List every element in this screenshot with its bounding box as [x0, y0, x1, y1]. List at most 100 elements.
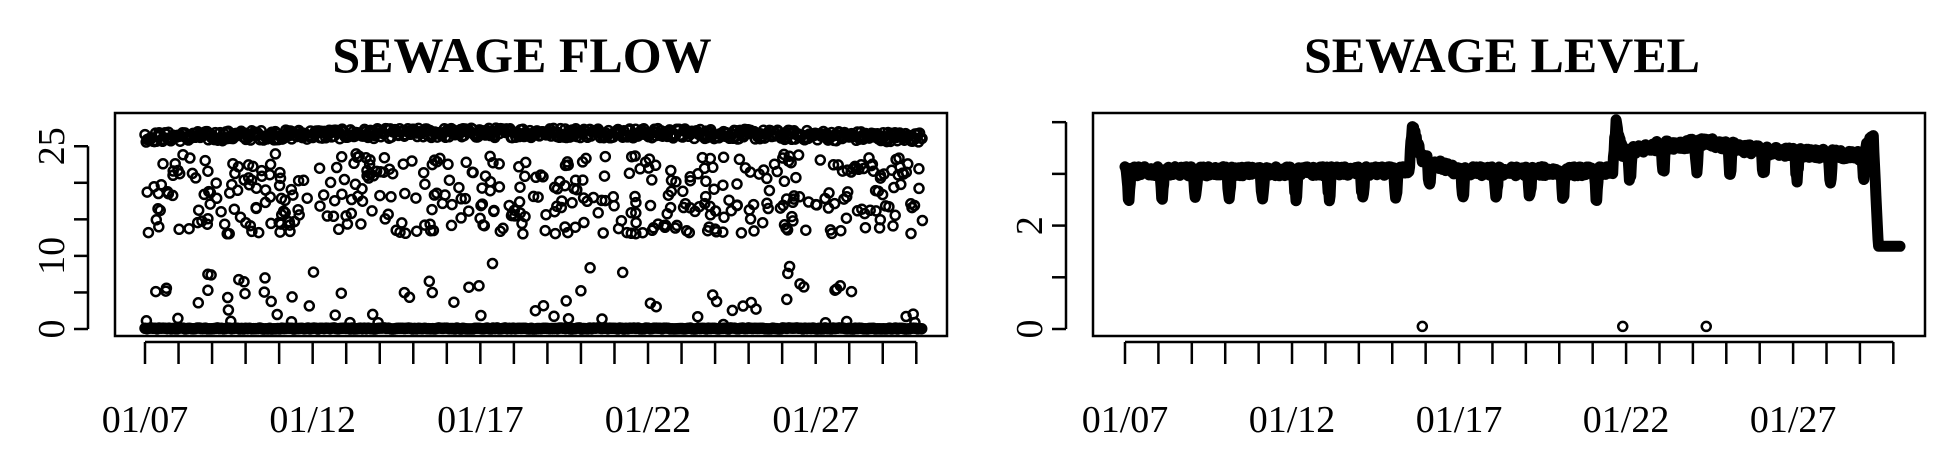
sewage-flow-point — [274, 166, 286, 179]
sewage-flow-point — [867, 165, 880, 177]
sewage-flow-point — [625, 206, 637, 219]
sewage-flow-point — [374, 189, 386, 202]
sewage-level-outlier-point — [1616, 320, 1629, 333]
sewage-flow-point — [246, 225, 258, 238]
sewage-flow-point — [459, 192, 472, 205]
sewage-flow-point — [142, 226, 155, 239]
sewage-flow-point — [399, 187, 411, 200]
sewage-flow-point — [475, 199, 487, 212]
sewage-flow-point — [756, 216, 769, 229]
sewage-flow-point — [153, 221, 165, 233]
sewage-flow-point — [677, 185, 689, 198]
sewage-flow-point — [578, 216, 590, 229]
sewage-flow-point — [623, 167, 636, 180]
sewage-flow-point — [514, 181, 526, 193]
sewage-flow-point — [745, 296, 757, 309]
sewage-flow-x-tick-label: 01/07 — [102, 399, 189, 441]
sewage-flow-point — [274, 172, 287, 184]
sewage-level-y-tick-label: 0 — [1009, 320, 1051, 339]
sewage-flow-point — [646, 174, 658, 186]
sewage-flow-point — [548, 205, 561, 218]
sewage-flow-plot-box — [113, 111, 949, 338]
sewage-flow-point — [913, 182, 925, 195]
sewage-flow-point — [649, 159, 662, 172]
sewage-flow-point — [327, 210, 340, 223]
sewage-flow-point — [630, 207, 642, 219]
sewage-flow-point — [915, 322, 928, 335]
sewage-flow-point — [423, 275, 436, 288]
sewage-flow-point — [428, 154, 441, 166]
sewage-flow-point — [183, 222, 195, 235]
sewage-flow-point — [372, 316, 384, 329]
sewage-flow-point — [336, 188, 348, 200]
sewage-flow-point — [497, 222, 509, 235]
sewage-flow-point — [467, 166, 479, 179]
sewage-flow-point — [173, 167, 186, 180]
sewage-flow-point — [493, 181, 506, 193]
sewage-flow-point — [284, 219, 296, 231]
sewage-flow-point — [699, 197, 711, 210]
sewage-flow-point — [658, 219, 670, 232]
sewage-flow-y-tick-label: 25 — [31, 127, 73, 165]
sewage-flow-point — [577, 174, 589, 186]
sewage-flow-point — [710, 226, 723, 238]
sewage-flow-point — [360, 152, 372, 164]
sewage-flow-point — [827, 159, 840, 171]
sewage-flow-point — [240, 216, 252, 229]
sewage-flow-point — [242, 159, 255, 171]
sewage-flow-point — [252, 226, 265, 239]
sewage-flow-point — [857, 162, 870, 175]
sewage-flow-point — [356, 195, 369, 207]
sewage-flow-point — [505, 209, 518, 222]
sewage-flow-point — [517, 228, 529, 240]
sewage-flow-point — [396, 217, 408, 229]
sewage-flow-point — [761, 197, 773, 210]
sewage-flow-point — [335, 151, 348, 163]
sewage-flow-point — [361, 169, 373, 182]
sewage-flow-point — [819, 192, 831, 205]
sewage-flow-point — [569, 221, 582, 233]
sewage-flow-points — [139, 122, 929, 335]
sewage-flow-y-tick-label: 10 — [31, 237, 73, 275]
sewage-flow-point — [379, 213, 391, 225]
sewage-flow-point — [596, 313, 608, 325]
sewage-flow-point — [442, 158, 454, 171]
sewage-flow-point — [774, 202, 787, 214]
sewage-flow-point — [580, 152, 592, 165]
sewage-flow-point — [757, 164, 770, 176]
sewage-level-series — [1119, 114, 1906, 333]
sewage-flow-point — [196, 215, 208, 227]
sewage-flow-point — [344, 316, 356, 329]
sewage-flow-point — [150, 285, 162, 298]
sewage-flow-point — [790, 171, 802, 184]
sewage-flow-point — [906, 201, 918, 214]
sewage-flow-point — [324, 176, 337, 189]
sewage-flow-point — [285, 315, 298, 328]
sewage-flow-point — [895, 178, 907, 191]
sewage-flow-point — [269, 148, 282, 160]
sewage-flow-point — [221, 291, 234, 304]
sewage-flow-point — [873, 222, 886, 234]
sewage-flow-point — [841, 164, 854, 176]
sewage-flow-point — [443, 174, 456, 186]
sewage-flow-point — [385, 191, 397, 203]
sewage-flow-point — [259, 196, 272, 209]
sewage-flow-x-tick-label: 01/12 — [269, 399, 356, 441]
sewage-flow-point — [571, 183, 583, 196]
sewage-flow-point — [748, 225, 760, 237]
sewage-flow-point — [243, 179, 256, 191]
sewage-flow-point — [778, 175, 791, 188]
sewage-flow-y-tick-label: 0 — [31, 320, 73, 339]
sewage-flow-point — [348, 157, 360, 170]
sewage-flow-point — [905, 227, 917, 240]
sewage-flow-point — [157, 158, 169, 170]
sewage-flow-point — [652, 218, 664, 230]
sewage-flow-point — [830, 283, 843, 295]
sewage-level-x-axis: 01/07 01/12 01/17 01/22 01/27 — [1082, 340, 1895, 441]
sewage-flow-point — [256, 170, 268, 182]
sewage-flow-point — [630, 196, 642, 209]
sewage-flow-point — [424, 224, 437, 237]
sewage-flow-point — [394, 226, 406, 238]
sewage-flow-point — [410, 225, 423, 237]
sewage-flow-point — [840, 315, 853, 328]
